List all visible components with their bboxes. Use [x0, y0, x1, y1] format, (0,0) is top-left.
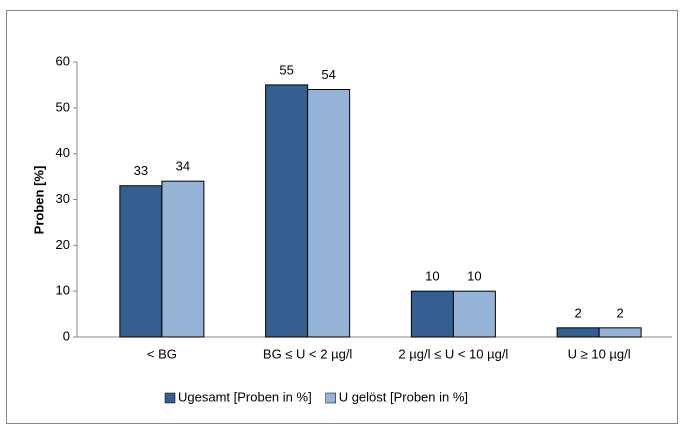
y-tick-label: 0 [63, 328, 70, 343]
bar [161, 180, 205, 338]
bar [598, 327, 642, 338]
bar [265, 84, 309, 338]
data-label: 2 [617, 305, 624, 320]
y-axis-label: Proben [%] [31, 166, 46, 235]
data-label: 33 [134, 163, 148, 178]
bar [410, 290, 454, 338]
bar [119, 185, 163, 338]
y-tick-label: 40 [56, 145, 70, 160]
y-tick-label: 20 [56, 237, 70, 252]
x-tick-label: < BG [147, 346, 177, 361]
x-tick-label: 2 µg/l ≤ U < 10 µg/l [398, 346, 508, 361]
data-label: 54 [321, 67, 335, 82]
y-tick-label: 10 [56, 283, 70, 298]
legend-swatch [164, 392, 176, 404]
data-label: 2 [575, 305, 582, 320]
data-label: 10 [425, 269, 439, 284]
legend-label: U gelöst [Proben in %] [339, 389, 468, 404]
legend-label: Ugesamt [Proben in %] [178, 389, 312, 404]
data-label: 55 [279, 62, 293, 77]
bar [307, 89, 351, 338]
y-tick-label: 60 [56, 53, 70, 68]
y-tick-label: 50 [56, 99, 70, 114]
bar [556, 327, 600, 338]
legend-swatch [325, 392, 336, 404]
bar [452, 290, 496, 338]
y-tick-label: 30 [56, 191, 70, 206]
x-tick-label: U ≥ 10 µg/l [568, 346, 631, 361]
x-tick-label: BG ≤ U < 2 µg/l [263, 346, 353, 361]
data-label: 10 [467, 269, 481, 284]
data-label: 34 [176, 159, 190, 174]
